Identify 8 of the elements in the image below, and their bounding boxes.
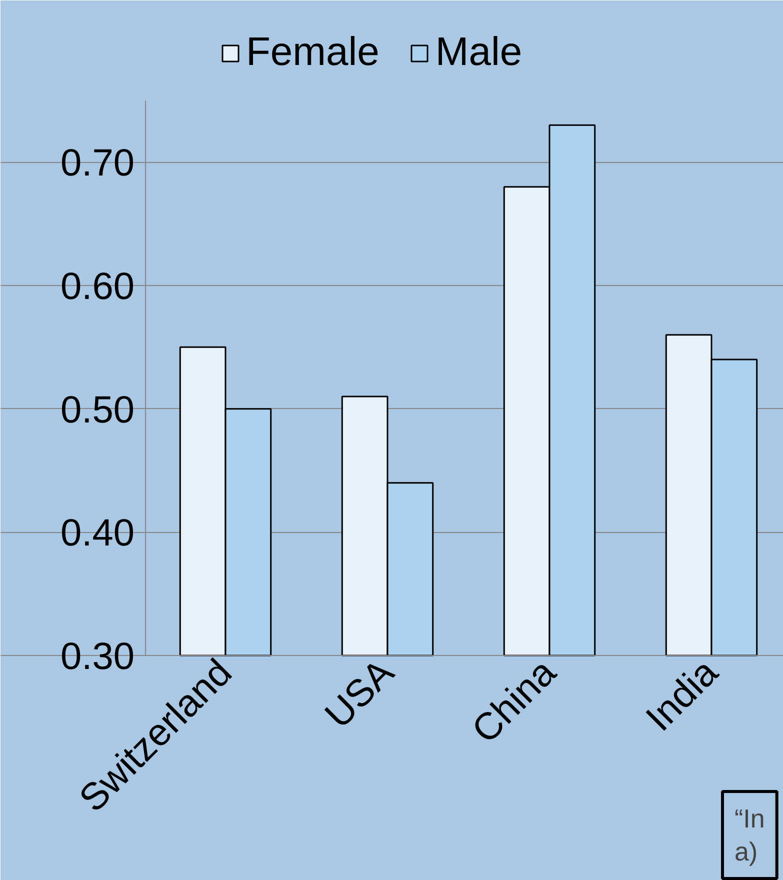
y-tick-label: 0.50 <box>60 389 135 432</box>
x-tick-label: USA <box>317 651 403 737</box>
legend-label: Male <box>435 30 522 75</box>
y-tick-label: 0.70 <box>60 142 135 185</box>
y-tick-label: 0.60 <box>60 266 135 308</box>
legend-label: Female <box>246 30 380 75</box>
text: “In a) <box>734 804 765 866</box>
y-tick-label: 0.40 <box>60 512 135 555</box>
